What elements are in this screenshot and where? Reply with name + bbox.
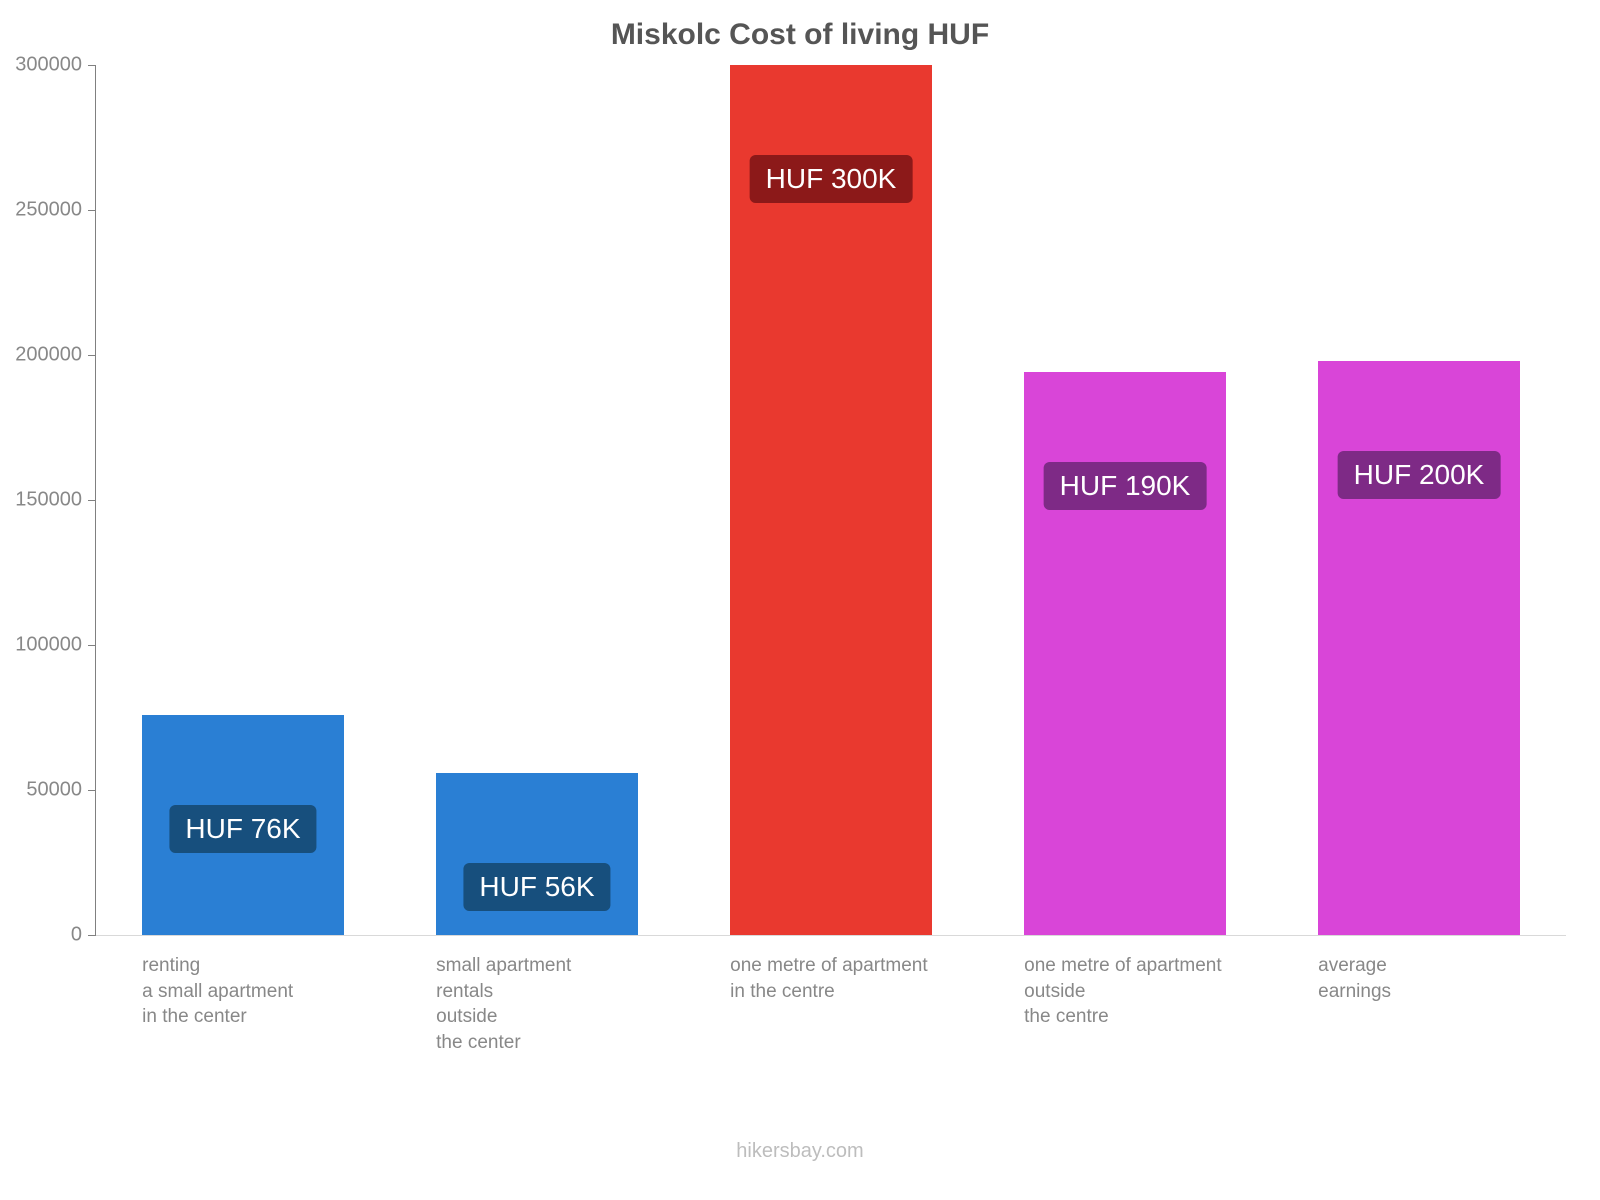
bar-value-label: HUF 56K <box>463 863 610 911</box>
attribution-text: hikersbay.com <box>0 1140 1600 1163</box>
y-tick-label: 300000 <box>15 54 96 77</box>
x-tick-label: rentinga small apartmentin the center <box>142 953 430 1030</box>
bar: HUF 76K <box>142 715 344 935</box>
y-tick-label: 150000 <box>15 489 96 512</box>
y-tick-label: 0 <box>71 924 96 947</box>
y-tick-label: 50000 <box>26 779 96 802</box>
y-tick-label: 250000 <box>15 199 96 222</box>
bar: HUF 56K <box>436 773 638 935</box>
plot-area: 050000100000150000200000250000300000HUF … <box>95 65 1566 936</box>
bar-value-label: HUF 76K <box>169 805 316 853</box>
bar: HUF 190K <box>1024 372 1226 935</box>
x-tick-label: one metre of apartmentin the centre <box>730 953 1018 1004</box>
chart-title: Miskolc Cost of living HUF <box>0 18 1600 52</box>
bar: HUF 300K <box>730 65 932 935</box>
y-tick-label: 100000 <box>15 634 96 657</box>
x-tick-label: averageearnings <box>1318 953 1600 1004</box>
y-tick-label: 200000 <box>15 344 96 367</box>
bar-value-label: HUF 200K <box>1338 451 1501 499</box>
cost-of-living-chart: Miskolc Cost of living HUF 0500001000001… <box>0 0 1600 1200</box>
bar-value-label: HUF 300K <box>750 155 913 203</box>
x-tick-label: small apartmentrentalsoutsidethe center <box>436 953 724 1056</box>
bar: HUF 200K <box>1318 361 1520 935</box>
x-tick-label: one metre of apartmentoutsidethe centre <box>1024 953 1312 1030</box>
bar-value-label: HUF 190K <box>1044 462 1207 510</box>
